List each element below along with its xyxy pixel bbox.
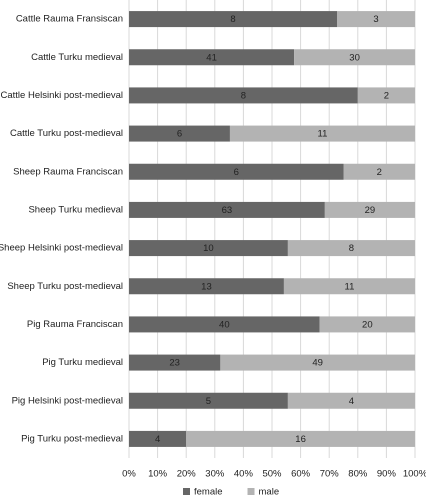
bar-segment [129,430,187,447]
data-label: 8 [349,243,354,254]
bar-segment [129,125,230,142]
bar-segment [319,316,415,333]
bar-segment [129,201,325,218]
data-label: 49 [312,358,323,369]
bar-segment [129,392,288,409]
bar-segment [129,49,295,66]
data-label: 2 [384,90,389,101]
data-label: 4 [349,396,354,407]
data-label: 63 [222,205,233,216]
category-label: Sheep Turku post-medieval [7,281,123,292]
x-tick-label: 0% [122,469,136,480]
category-label: Sheep Helsinki post-medieval [0,243,123,254]
data-label: 30 [349,52,360,63]
bar-segment [287,392,415,409]
category-label: Sheep Turku medieval [28,204,123,215]
bar-segment [186,430,415,447]
x-tick-label: 70% [320,469,340,480]
legend-label: female [194,487,223,498]
bar-segment [129,163,344,180]
bar-segment [129,354,221,371]
category-label: Sheep Rauma Franciscan [13,166,123,177]
data-label: 13 [201,281,212,292]
category-label: Pig Turku medieval [42,357,123,368]
bar-segment [129,11,337,28]
x-tick-label: 80% [348,469,368,480]
legend-label: male [259,487,280,498]
bar-segment [129,316,320,333]
data-label: 40 [219,319,230,330]
data-label: 4 [155,434,160,445]
data-label: 29 [365,205,376,216]
bar-segment [129,240,288,257]
bar-segment [129,87,358,104]
category-label: Cattle Rauma Fransiscan [16,14,123,25]
bar-segment [229,125,415,142]
category-label: Pig Rauma Franciscan [27,319,123,330]
data-label: 11 [345,281,355,292]
bar-segment [324,201,415,218]
data-label: 41 [206,52,217,63]
bar-segment [343,163,415,180]
x-tick-label: 50% [262,469,282,480]
x-tick-label: 60% [291,469,311,480]
bar-segment [129,278,284,295]
bar-segment [220,354,415,371]
x-tick-label: 100% [403,469,426,480]
data-label: 8 [230,14,235,25]
data-label: 10 [203,243,214,254]
category-label: Cattle Turku post-medieval [10,128,123,139]
data-label: 16 [295,434,306,445]
data-label: 2 [377,167,382,178]
bar-segment [287,240,415,257]
bar-segment [283,278,415,295]
x-tick-label: 40% [234,469,254,480]
data-label: 8 [241,90,246,101]
data-label: 11 [318,129,328,140]
data-label: 3 [373,14,378,25]
category-label: Cattle Turku medieval [31,52,123,63]
category-label: Cattle Helsinki post-medieval [1,90,124,101]
data-label: 20 [362,319,373,330]
legend-swatch [247,488,255,495]
category-label: Pig Helsinki post-medieval [12,395,123,406]
bar-segment [294,49,415,66]
data-label: 23 [169,358,180,369]
category-label: Pig Turku post-medieval [21,433,123,444]
legend-swatch [183,488,190,495]
bar-segment [357,87,415,104]
x-tick-label: 30% [205,469,225,480]
bar-segment [337,11,415,28]
x-tick-label: 90% [377,469,397,480]
data-label: 5 [206,396,211,407]
x-tick-label: 10% [148,469,168,480]
data-label: 6 [234,167,239,178]
data-label: 6 [177,129,182,140]
x-tick-label: 20% [177,469,197,480]
